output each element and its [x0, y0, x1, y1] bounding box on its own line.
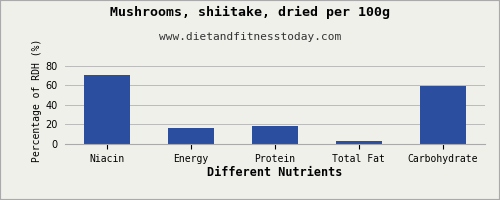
Text: www.dietandfitnesstoday.com: www.dietandfitnesstoday.com — [159, 32, 341, 42]
Bar — [420, 86, 466, 144]
Bar — [168, 128, 214, 144]
Y-axis label: Percentage of RDH (%): Percentage of RDH (%) — [32, 38, 42, 162]
X-axis label: Different Nutrients: Different Nutrients — [208, 166, 342, 180]
Bar — [336, 141, 382, 144]
Text: Mushrooms, shiitake, dried per 100g: Mushrooms, shiitake, dried per 100g — [110, 6, 390, 19]
Bar — [84, 75, 130, 144]
Bar — [252, 126, 298, 144]
